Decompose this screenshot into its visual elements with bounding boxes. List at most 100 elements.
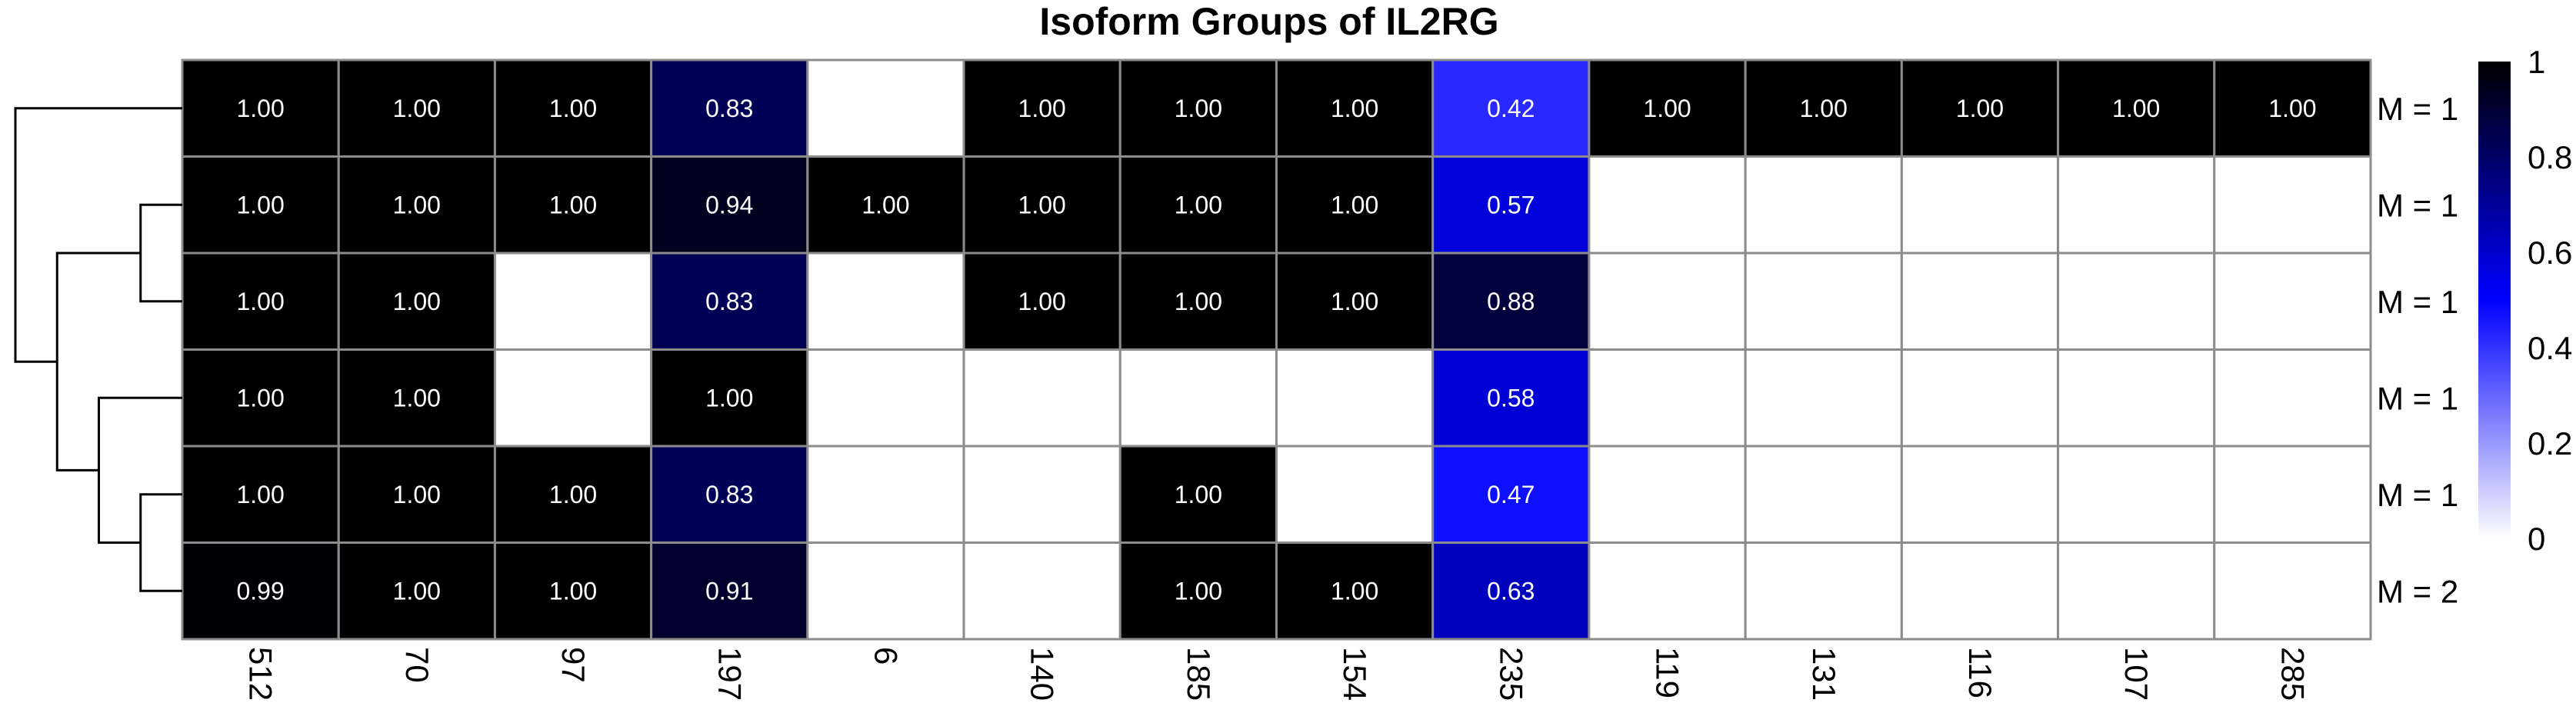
heatmap-cell [1588, 348, 1747, 448]
legend-tick-label: 0.4 [2528, 330, 2572, 366]
heatmap-cell [1431, 445, 1591, 544]
column-label: 116 [1962, 647, 1998, 698]
dendrogram-branch [139, 493, 182, 592]
cell-value-label: 1.00 [393, 191, 441, 218]
cell-value-label: 0.83 [705, 481, 753, 508]
heatmap-cell [1588, 155, 1747, 255]
heatmap-cell [806, 155, 965, 255]
cell-value-label: 1.00 [1956, 95, 2004, 122]
cell-value-label: 1.00 [705, 384, 753, 411]
row-label: M = 1 [2377, 477, 2458, 513]
cell-value-label: 1.00 [236, 481, 284, 508]
cell-value-label: 0.83 [705, 95, 753, 122]
cell-value-label: 1.00 [1175, 95, 1222, 122]
cell-value-label: 1.00 [549, 481, 597, 508]
heatmap-cell [1744, 348, 1903, 448]
cell-value-label: 1.00 [393, 288, 441, 315]
heatmap-cell [2057, 252, 2216, 351]
heatmap-cell [181, 58, 340, 158]
heatmap-cell [1275, 155, 1435, 255]
cell-value-label: 1.00 [549, 191, 597, 218]
heatmap-cell [493, 155, 653, 255]
dendrogram-branch [14, 107, 182, 363]
cell-value-label: 0.58 [1487, 384, 1535, 411]
column-label: 285 [2274, 647, 2311, 701]
cell-value-label: 0.91 [705, 577, 753, 605]
heatmap-cell [1275, 541, 1435, 641]
cell-value-label: 1.00 [1175, 577, 1222, 605]
cell-value-label: 0.94 [705, 191, 753, 218]
heatmap-cell [1118, 58, 1278, 158]
heatmap-cell [2057, 348, 2216, 448]
heatmap-cell [2057, 155, 2216, 255]
cell-value-label: 1.00 [861, 191, 909, 218]
heatmap-cell [806, 252, 965, 351]
legend-tick-label: 1 [2528, 44, 2545, 80]
legend-tick-label: 0 [2528, 521, 2545, 557]
cell-value-label: 1.00 [1800, 95, 1848, 122]
cell-value-label: 0.63 [1487, 577, 1535, 605]
heatmap-cell [806, 348, 965, 448]
column-label: 107 [2118, 647, 2154, 701]
cell-value-label: 0.57 [1487, 191, 1535, 218]
heatmap-cell [493, 348, 653, 448]
cell-value-label: 0.88 [1487, 288, 1535, 315]
cell-value-label: 1.00 [1018, 95, 1066, 122]
row-labels: M = 1 M = 1 M = 1 M = 1 M = 1 M = 2 [2377, 91, 2458, 610]
heatmap-cell [2057, 58, 2216, 158]
heatmap-cell [1431, 58, 1591, 158]
cell-value-label: 0.42 [1487, 95, 1535, 122]
cell-value-label: 1.00 [1175, 191, 1222, 218]
heatmap-cell [1900, 252, 2060, 351]
cell-value-label: 1.00 [1018, 191, 1066, 218]
chart-title: Isoform Groups of IL2RG [1039, 0, 1498, 43]
heatmap-cell [650, 445, 809, 544]
heatmap-cell [2057, 541, 2216, 641]
cell-value-label: 1.00 [393, 384, 441, 411]
heatmap-cell [1588, 541, 1747, 641]
cell-value-label: 1.00 [1643, 95, 1691, 122]
heatmap-cells: 1.00 1.00 1.00 0.83 1.00 1.00 1.00 0.42 1.00 1.00… [181, 58, 2372, 641]
legend-color-bar [2478, 62, 2511, 538]
column-label: 119 [1650, 647, 1686, 698]
column-label: 97 [555, 647, 592, 683]
cell-value-label: 1.00 [236, 95, 284, 122]
cell-value-label: 0.47 [1487, 481, 1535, 508]
heatmap-cell [1275, 252, 1435, 351]
cell-value-label: 1.00 [1018, 288, 1066, 315]
heatmap-cell [1118, 252, 1278, 351]
heatmap-cell [181, 155, 340, 255]
column-label: 140 [1025, 647, 1061, 701]
row-label: M = 1 [2377, 91, 2458, 127]
heatmap-cell [181, 541, 340, 641]
heatmap-cell [2213, 155, 2372, 255]
heatmap-cell [1744, 58, 1903, 158]
cell-value-label: 0.99 [236, 577, 284, 605]
heatmap-cell [1744, 445, 1903, 544]
dendrogram-branch [139, 203, 182, 303]
heatmap-cell [2213, 348, 2372, 448]
heatmap-cell [337, 348, 496, 448]
cell-value-label: 1.00 [2112, 95, 2160, 122]
color-legend: 0 0.2 0.4 0.6 0.8 1 [2478, 44, 2572, 557]
cell-value-label: 1.00 [2268, 95, 2316, 122]
heatmap-cell [806, 58, 965, 158]
heatmap-cell [2213, 445, 2372, 544]
cell-value-label: 1.00 [236, 191, 284, 218]
heatmap-cell [806, 541, 965, 641]
heatmap-cell [1118, 155, 1278, 255]
row-dendrogram [14, 107, 182, 592]
cell-value-label: 1.00 [1331, 288, 1378, 315]
heatmap-cell [962, 541, 1121, 641]
heatmap-cell [337, 58, 496, 158]
legend-tick-label: 0.2 [2528, 425, 2572, 461]
column-label: 235 [1493, 647, 1529, 701]
heatmap-cell [493, 58, 653, 158]
heatmap-cell [1118, 348, 1278, 448]
column-label: 131 [1806, 647, 1842, 701]
cell-value-label: 1.00 [1175, 481, 1222, 508]
heatmap-cell [650, 155, 809, 255]
cell-value-label: 1.00 [1175, 288, 1222, 315]
column-label: 512 [243, 647, 279, 701]
